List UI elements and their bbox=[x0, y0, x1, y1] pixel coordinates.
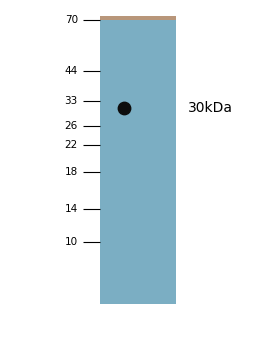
Text: 18: 18 bbox=[65, 167, 78, 177]
Text: 44: 44 bbox=[65, 66, 78, 76]
Text: 22: 22 bbox=[65, 140, 78, 150]
Bar bbox=[100, 16, 176, 20]
Point bbox=[122, 105, 127, 111]
Text: 30kDa: 30kDa bbox=[188, 101, 233, 115]
Bar bbox=[100, 20, 176, 304]
Text: 10: 10 bbox=[65, 237, 78, 247]
Text: 33: 33 bbox=[65, 96, 78, 106]
Text: 14: 14 bbox=[65, 204, 78, 214]
Text: 26: 26 bbox=[65, 121, 78, 131]
Text: 70: 70 bbox=[65, 15, 78, 25]
